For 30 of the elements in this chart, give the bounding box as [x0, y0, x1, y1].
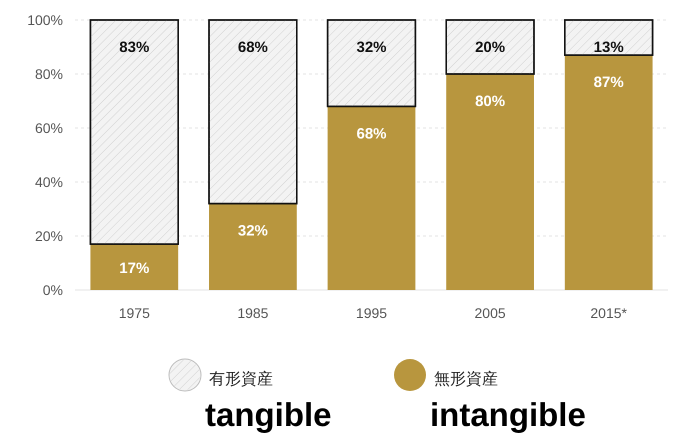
text: tangible: [205, 396, 332, 433]
bar: [328, 106, 416, 290]
bar: [446, 74, 534, 290]
y-tick-label: 40%: [34, 174, 63, 190]
text: 68%: [356, 125, 387, 142]
text: 87%: [594, 74, 624, 92]
text: 20%: [475, 39, 506, 56]
y-tick-label: 60%: [34, 120, 63, 136]
bar: [564, 55, 653, 290]
legend-label: 無形資産: [434, 370, 498, 388]
text: 13%: [594, 39, 624, 56]
x-tick-label: 2015*: [590, 305, 628, 321]
text: intangible: [430, 396, 586, 433]
text: 17%: [119, 260, 150, 278]
bar: [209, 204, 297, 290]
text: 68%: [238, 39, 268, 56]
y-tick-label: 80%: [34, 66, 63, 82]
text: 83%: [119, 39, 150, 56]
y-tick-label: 0%: [42, 282, 63, 298]
x-tick-label: 1985: [237, 305, 269, 321]
text: 32%: [238, 222, 268, 240]
legend-label: 有形資産: [209, 370, 273, 388]
bar: [90, 244, 178, 290]
y-tick-label: 20%: [34, 228, 63, 244]
x-tick-label: 1975: [118, 305, 150, 321]
x-tick-label: 2005: [474, 305, 506, 321]
text: 32%: [356, 39, 387, 56]
x-tick-label: 1995: [356, 305, 388, 321]
y-tick-label: 100%: [27, 12, 63, 28]
text: 80%: [475, 93, 506, 110]
